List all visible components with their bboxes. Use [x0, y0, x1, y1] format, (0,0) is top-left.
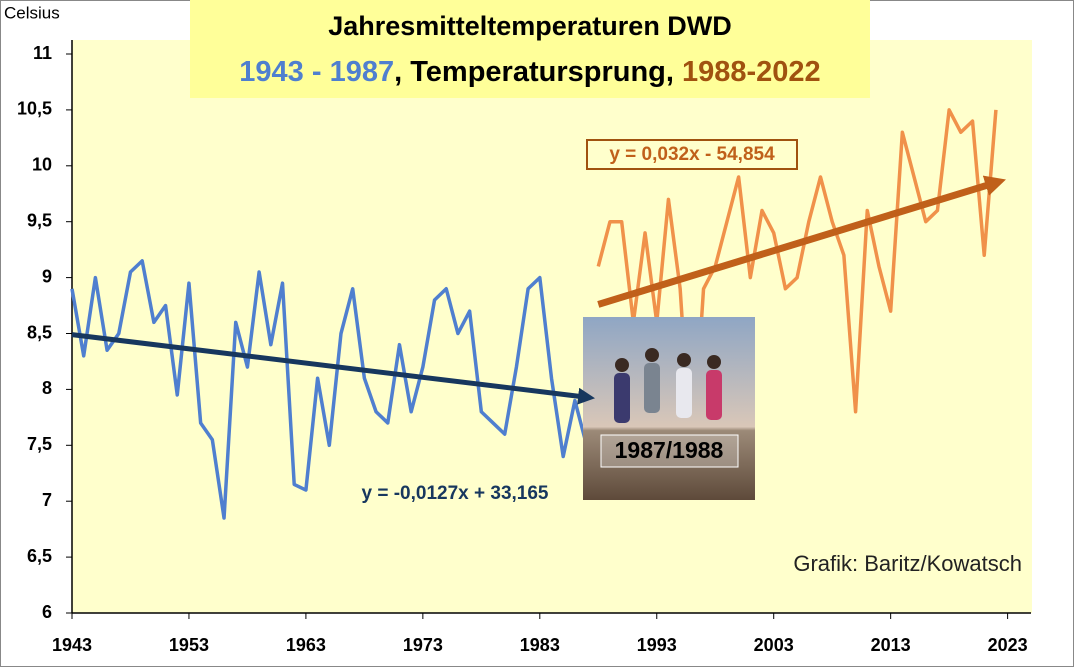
- x-tick-label: 2003: [754, 635, 794, 655]
- x-tick-label: 1993: [637, 635, 677, 655]
- chart-title: Jahresmitteltemperaturen DWD: [328, 11, 732, 41]
- title-box: [190, 0, 870, 98]
- trend-arrow: [71, 332, 596, 405]
- x-tick-label: 1973: [403, 635, 443, 655]
- trend-arrow: [597, 175, 1006, 308]
- photo-figure: [706, 370, 722, 420]
- y-tick-label: 11: [33, 43, 52, 63]
- photo-figure: [707, 355, 721, 369]
- credit: Grafik: Baritz/Kowatsch: [793, 551, 1022, 576]
- y-tick-label: 8: [42, 378, 52, 398]
- photo-label: 1987/1988: [615, 437, 724, 463]
- x-tick-label: 2013: [871, 635, 911, 655]
- photo-figure: [615, 358, 629, 372]
- equation-box: [586, 139, 798, 170]
- y-tick-label: 6,5: [27, 546, 52, 566]
- x-tick-label: 1963: [286, 635, 326, 655]
- y-tick-label: 7: [42, 490, 52, 510]
- y-tick-label: 10,5: [17, 99, 52, 119]
- photo-figure: [676, 368, 692, 418]
- photo: [583, 317, 755, 500]
- x-tick-label: 1953: [169, 635, 209, 655]
- trend-equation: y = -0,0127x + 33,165: [362, 483, 549, 504]
- y-tick-label: 7,5: [27, 434, 52, 454]
- y-tick-label: 6: [42, 602, 52, 622]
- data-line: [70, 259, 589, 520]
- trend-equation: y = 0,032x - 54,854: [609, 144, 775, 165]
- photo-figure: [644, 363, 660, 413]
- y-tick-label: 9: [42, 266, 52, 286]
- plot-area: [72, 40, 1032, 613]
- y-tick-label: 8,5: [27, 322, 52, 342]
- x-tick-label: 1983: [520, 635, 560, 655]
- y-tick-label: 10: [32, 155, 52, 175]
- x-tick-label: 2023: [988, 635, 1028, 655]
- photo-figure: [645, 348, 659, 362]
- photo-label-box: [600, 434, 739, 468]
- subtitle-part: , Temperatursprung,: [394, 56, 682, 88]
- chart-subtitle: 1943 - 1987, Temperatursprung, 1988-2022: [239, 56, 820, 88]
- photo-figure: [677, 353, 691, 367]
- photo-figure: [614, 373, 630, 423]
- y-tick-label: 9,5: [27, 210, 52, 230]
- subtitle-part: 1988-2022: [682, 56, 821, 88]
- data-line: [596, 108, 998, 470]
- x-tick-label: 1943: [52, 635, 92, 655]
- y-axis-label: Celsius: [4, 3, 60, 22]
- subtitle-part: 1943 - 1987: [239, 56, 394, 88]
